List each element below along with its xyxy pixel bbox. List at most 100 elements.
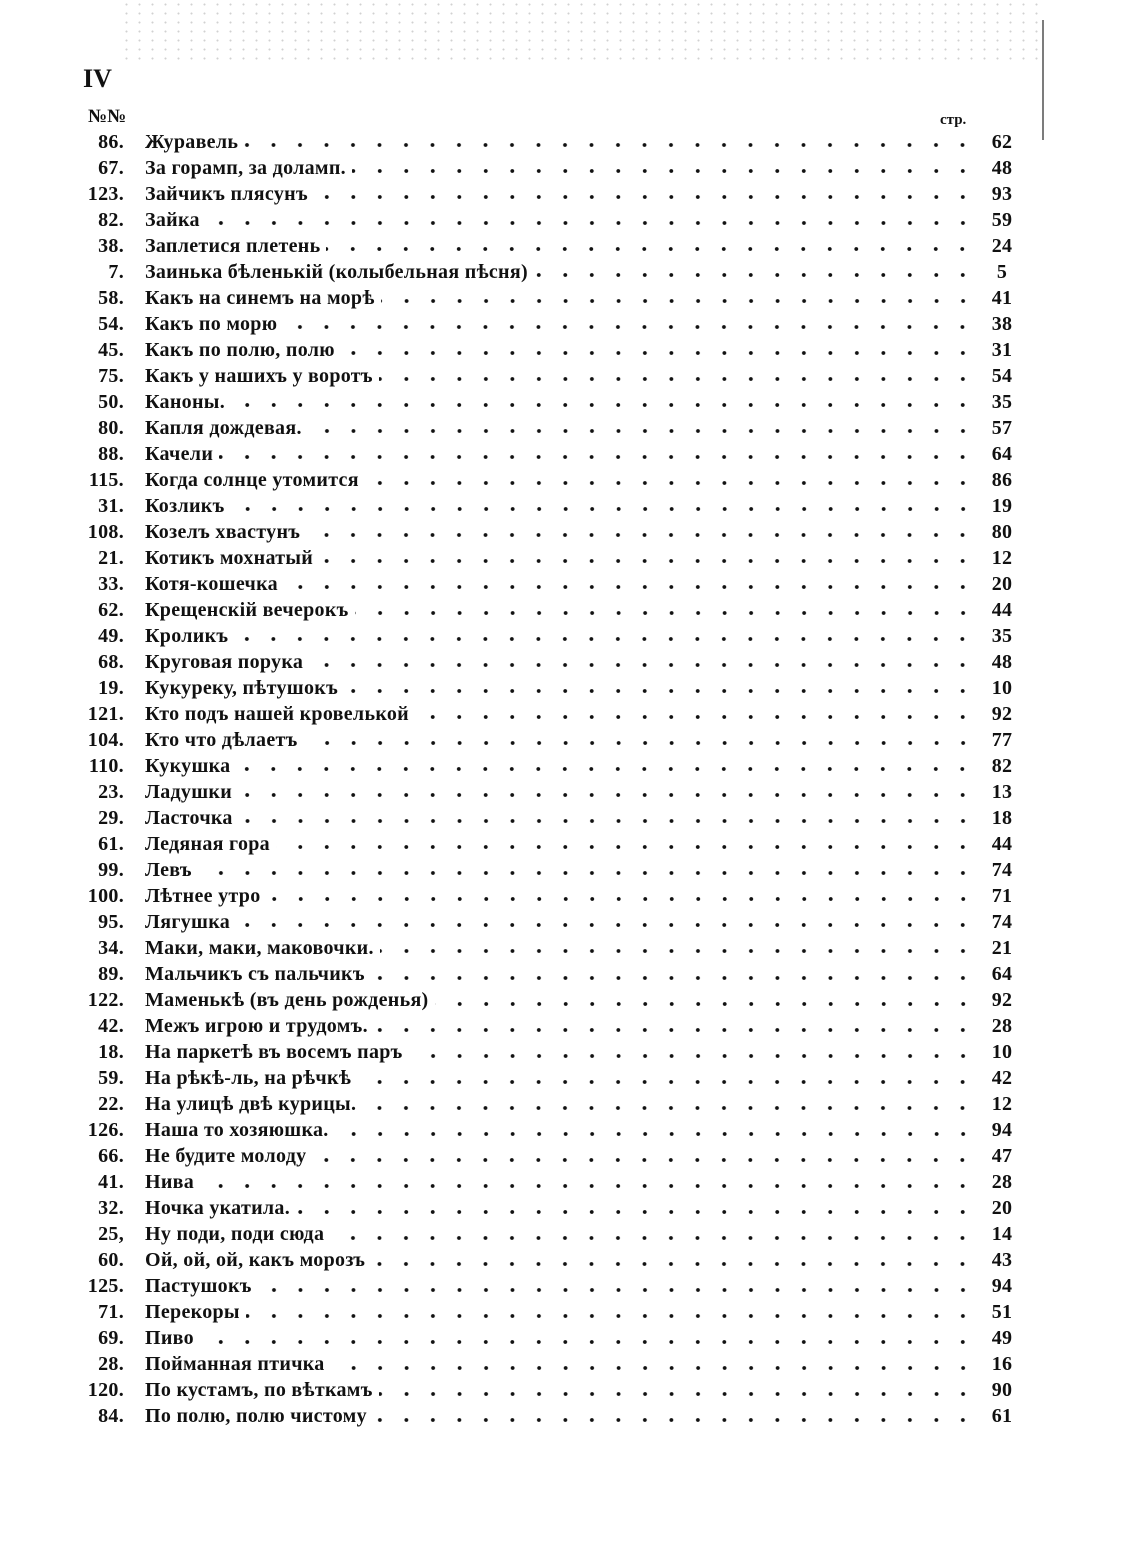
entry-page: 16	[991, 1353, 1013, 1376]
dot-leader	[275, 831, 976, 858]
dot-leader	[354, 597, 976, 624]
toc-entry: 54. Какъ по морю 38	[60, 311, 1012, 338]
dot-leader	[371, 1247, 976, 1274]
entry-page: 5	[996, 260, 1008, 283]
entry-title: Кукушка	[145, 754, 231, 777]
toc-entry: 68. Круговая порука 48	[60, 649, 1012, 676]
dot-leader	[326, 233, 976, 260]
dot-leader	[373, 1013, 976, 1040]
entry-page: 41	[991, 286, 1013, 309]
entry-number: 49.	[98, 624, 124, 647]
entry-title: По полю, полю чистому	[145, 1405, 367, 1428]
entry-title: Ночка укатила.	[145, 1197, 291, 1220]
entry-page: 31	[991, 338, 1013, 361]
dot-leader	[351, 155, 976, 182]
dot-leader	[234, 623, 976, 650]
toc-entry: 71. Перекоры 51	[60, 1299, 1012, 1326]
toc-entry: 104. Кто что дѣлаетъ 77	[60, 727, 1012, 754]
page-edge-mark	[1042, 20, 1044, 140]
toc-entry: 108. Козелъ хвастунъ 80	[60, 519, 1012, 546]
entry-title: На улицѣ двѣ курицы.	[145, 1093, 357, 1116]
entry-page: 62	[991, 130, 1013, 153]
dot-leader	[236, 909, 976, 936]
dot-leader	[238, 805, 976, 832]
toc-entry: 80. Капля дождевая. 57	[60, 415, 1012, 442]
entry-number: 54.	[98, 312, 124, 335]
entry-page: 20	[991, 1197, 1013, 1220]
entry-page: 93	[991, 182, 1013, 205]
entry-title: Крещенскій вечерокъ	[145, 598, 349, 621]
dot-leader	[200, 1169, 976, 1196]
toc-entry: 21. Котикъ мохнатый 12	[60, 545, 1012, 572]
number-column-header: №№	[88, 106, 127, 127]
entry-page: 35	[991, 624, 1013, 647]
toc-entry: 45. Какъ по полю, полю 31	[60, 337, 1012, 364]
entry-number: 125.	[87, 1275, 124, 1298]
entry-page: 44	[991, 832, 1013, 855]
dot-leader	[319, 545, 976, 572]
toc-entry: 38. Заплетися плетень 24	[60, 233, 1012, 260]
entry-title: Какъ по морю	[145, 312, 278, 335]
entry-page: 74	[991, 858, 1013, 881]
entry-number: 67.	[98, 156, 124, 179]
entry-page: 42	[991, 1067, 1013, 1090]
dot-leader	[236, 753, 976, 780]
entry-number: 45.	[98, 338, 124, 361]
entry-title: Круговая порука	[145, 650, 304, 673]
dot-leader	[533, 259, 976, 286]
entry-title: Пойманная птичка	[145, 1353, 325, 1376]
dot-leader	[344, 675, 976, 702]
entry-title: Заинька бѣленькій (колыбельная пѣсня)	[145, 260, 528, 283]
toc-entry: 86. Журавель 62	[60, 129, 1012, 155]
toc-entry: 41. Нива 28	[60, 1169, 1012, 1196]
entry-number: 23.	[98, 780, 124, 803]
toc-entry: 19. Кукуреку, пѣтушокъ 10	[60, 675, 1012, 702]
toc-entry: 18. На паркетѣ въ восемъ паръ 10	[60, 1039, 1012, 1066]
toc-entry: 42. Межъ игрою и трудомъ. 28	[60, 1013, 1012, 1040]
toc-entry: 29. Ласточка 18	[60, 805, 1012, 832]
entry-number: 82.	[98, 208, 124, 231]
dot-leader	[364, 467, 976, 494]
toc-entry: 122. Маменькѣ (въ день рожденья) 92	[60, 987, 1012, 1014]
entry-title: Наша то хозяюшка.	[145, 1119, 329, 1142]
entry-number: 58.	[98, 286, 124, 309]
entry-page: 10	[991, 1041, 1013, 1064]
toc-entry: 75. Какъ у нашихъ у воротъ 54	[60, 363, 1012, 390]
entry-page: 28	[991, 1015, 1013, 1038]
dot-leader	[245, 1299, 976, 1326]
toc-entry: 23. Ладушки 13	[60, 779, 1012, 806]
dot-leader	[303, 727, 976, 754]
page-number: IV	[83, 64, 112, 93]
entry-page: 51	[991, 1301, 1013, 1324]
entry-page: 92	[991, 989, 1013, 1012]
entry-title: Кроликъ	[145, 624, 229, 647]
entry-number: 126.	[87, 1119, 124, 1142]
entry-title: Заплетися плетень	[145, 234, 321, 257]
dot-leader	[378, 1377, 976, 1404]
entry-number: 21.	[98, 546, 124, 569]
entry-number: 95.	[98, 910, 124, 933]
entry-title: Козликъ	[145, 494, 225, 517]
entry-page: 94	[991, 1275, 1013, 1298]
entry-page: 86	[991, 468, 1013, 491]
page-column-header: стр.	[940, 112, 967, 128]
dot-leader	[313, 181, 976, 208]
entry-number: 75.	[98, 364, 124, 387]
entry-title: Козелъ хвастунъ	[145, 520, 301, 543]
entry-page: 21	[991, 936, 1013, 959]
dot-leader	[205, 207, 976, 234]
toc-entry: 33. Котя-кошечка 20	[60, 571, 1012, 598]
entry-title: На паркетѣ въ восемъ паръ	[145, 1041, 403, 1064]
entry-page: 28	[991, 1171, 1013, 1194]
entry-page: 48	[991, 650, 1013, 673]
entry-number: 25,	[98, 1223, 124, 1246]
entry-page: 24	[991, 234, 1013, 257]
entry-title: Межъ игрою и трудомъ.	[145, 1015, 368, 1038]
entry-title: Ой, ой, ой, какъ морозъ	[145, 1249, 366, 1272]
entry-title: Маки, маки, маковочки.	[145, 936, 374, 959]
entry-title: Не будите молоду	[145, 1145, 307, 1168]
dot-leader	[197, 857, 976, 884]
dot-leader	[415, 701, 976, 728]
scan-noise	[120, 0, 1040, 60]
entry-title: Кукуреку, пѣтушокъ	[145, 676, 339, 699]
